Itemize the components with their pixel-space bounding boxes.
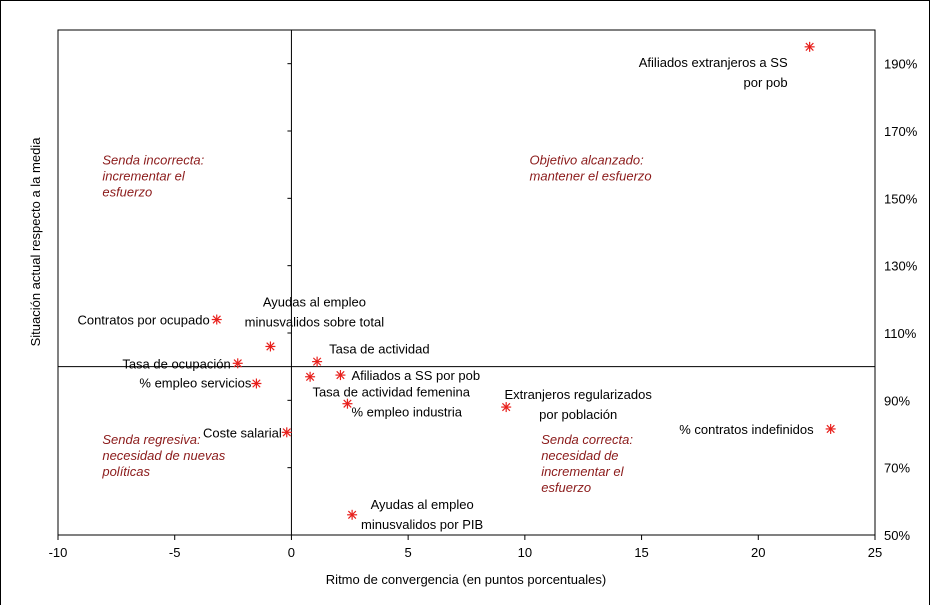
data-point [305, 371, 316, 382]
point-label: Tasa de ocupación [122, 356, 230, 371]
x-tick-label: -5 [169, 545, 181, 560]
x-tick-label: -10 [49, 545, 68, 560]
y-tick-label: 70% [884, 461, 910, 476]
data-points [211, 41, 836, 520]
x-axis: -10 -5 0 5 10 15 20 25 [49, 535, 882, 560]
data-point [232, 358, 243, 369]
data-point [211, 314, 222, 325]
quadrant-annotations: Senda incorrecta: incrementar el esfuerzo O… [101, 153, 651, 495]
x-tick-label: 15 [634, 545, 648, 560]
point-label: Coste salarial [203, 425, 282, 440]
x-tick-label: 20 [751, 545, 765, 560]
quadrant-annotation: Senda regresiva: necesidad de nuevas polít… [101, 432, 225, 479]
data-point [251, 378, 262, 389]
x-tick-label: 10 [518, 545, 532, 560]
point-labels: Afiliados extranjeros a SS por pob Contrat… [77, 55, 814, 532]
point-label: Tasa de actividad femenina% empleo indus… [312, 385, 470, 420]
data-point [265, 341, 276, 352]
data-point [347, 509, 358, 520]
quadrant-annotation: Senda correcta: necesidad de incrementar e… [541, 432, 633, 495]
x-tick-label: 5 [405, 545, 412, 560]
plot-area [57, 29, 876, 536]
y-tick-label: 90% [884, 393, 910, 408]
point-label: Afiliados a SS por pob [351, 368, 480, 383]
point-label: Tasa de actividad [329, 342, 429, 357]
y-tick-label: 150% [884, 191, 918, 206]
data-point [342, 398, 353, 409]
point-label: % empleo servicios [139, 376, 251, 391]
y-axis: 50% 70% 90% 110% 130% 150% 170% 190% [287, 57, 918, 543]
point-label: Contratos por ocupado [77, 313, 209, 328]
y-tick-label: 130% [884, 259, 918, 274]
y-tick-label: 190% [884, 57, 918, 72]
quadrant-annotation: Objetivo alcanzado: mantener el esfuerzo [530, 153, 652, 184]
quadrant-annotation: Senda incorrecta: incrementar el esfuerzo [102, 153, 204, 200]
point-label: % contratos indefinidos [679, 422, 814, 437]
point-label: Ayudas al empleo minusvalidos sobre total [245, 294, 385, 329]
data-point [335, 370, 346, 381]
point-label: Afiliados extranjeros a SS por pob [639, 55, 788, 90]
quadrant-lines [58, 30, 875, 535]
point-label: Ayudas al empleo minusvalidos por PIB [361, 497, 483, 532]
data-point [281, 427, 292, 438]
x-tick-label: 0 [288, 545, 295, 560]
y-axis-label: Situación actual respecto a la media [28, 137, 43, 347]
data-point [825, 423, 836, 434]
y-tick-label: 170% [884, 124, 918, 139]
x-tick-label: 25 [868, 545, 882, 560]
data-point [312, 356, 323, 367]
data-point [501, 402, 512, 413]
x-axis-label: Ritmo de convergencia (en puntos porcent… [326, 572, 606, 587]
data-point [804, 41, 815, 52]
y-tick-label: 110% [884, 326, 917, 341]
y-tick-label: 50% [884, 528, 910, 543]
point-label: Extranjeros regularizados por población [504, 387, 652, 422]
